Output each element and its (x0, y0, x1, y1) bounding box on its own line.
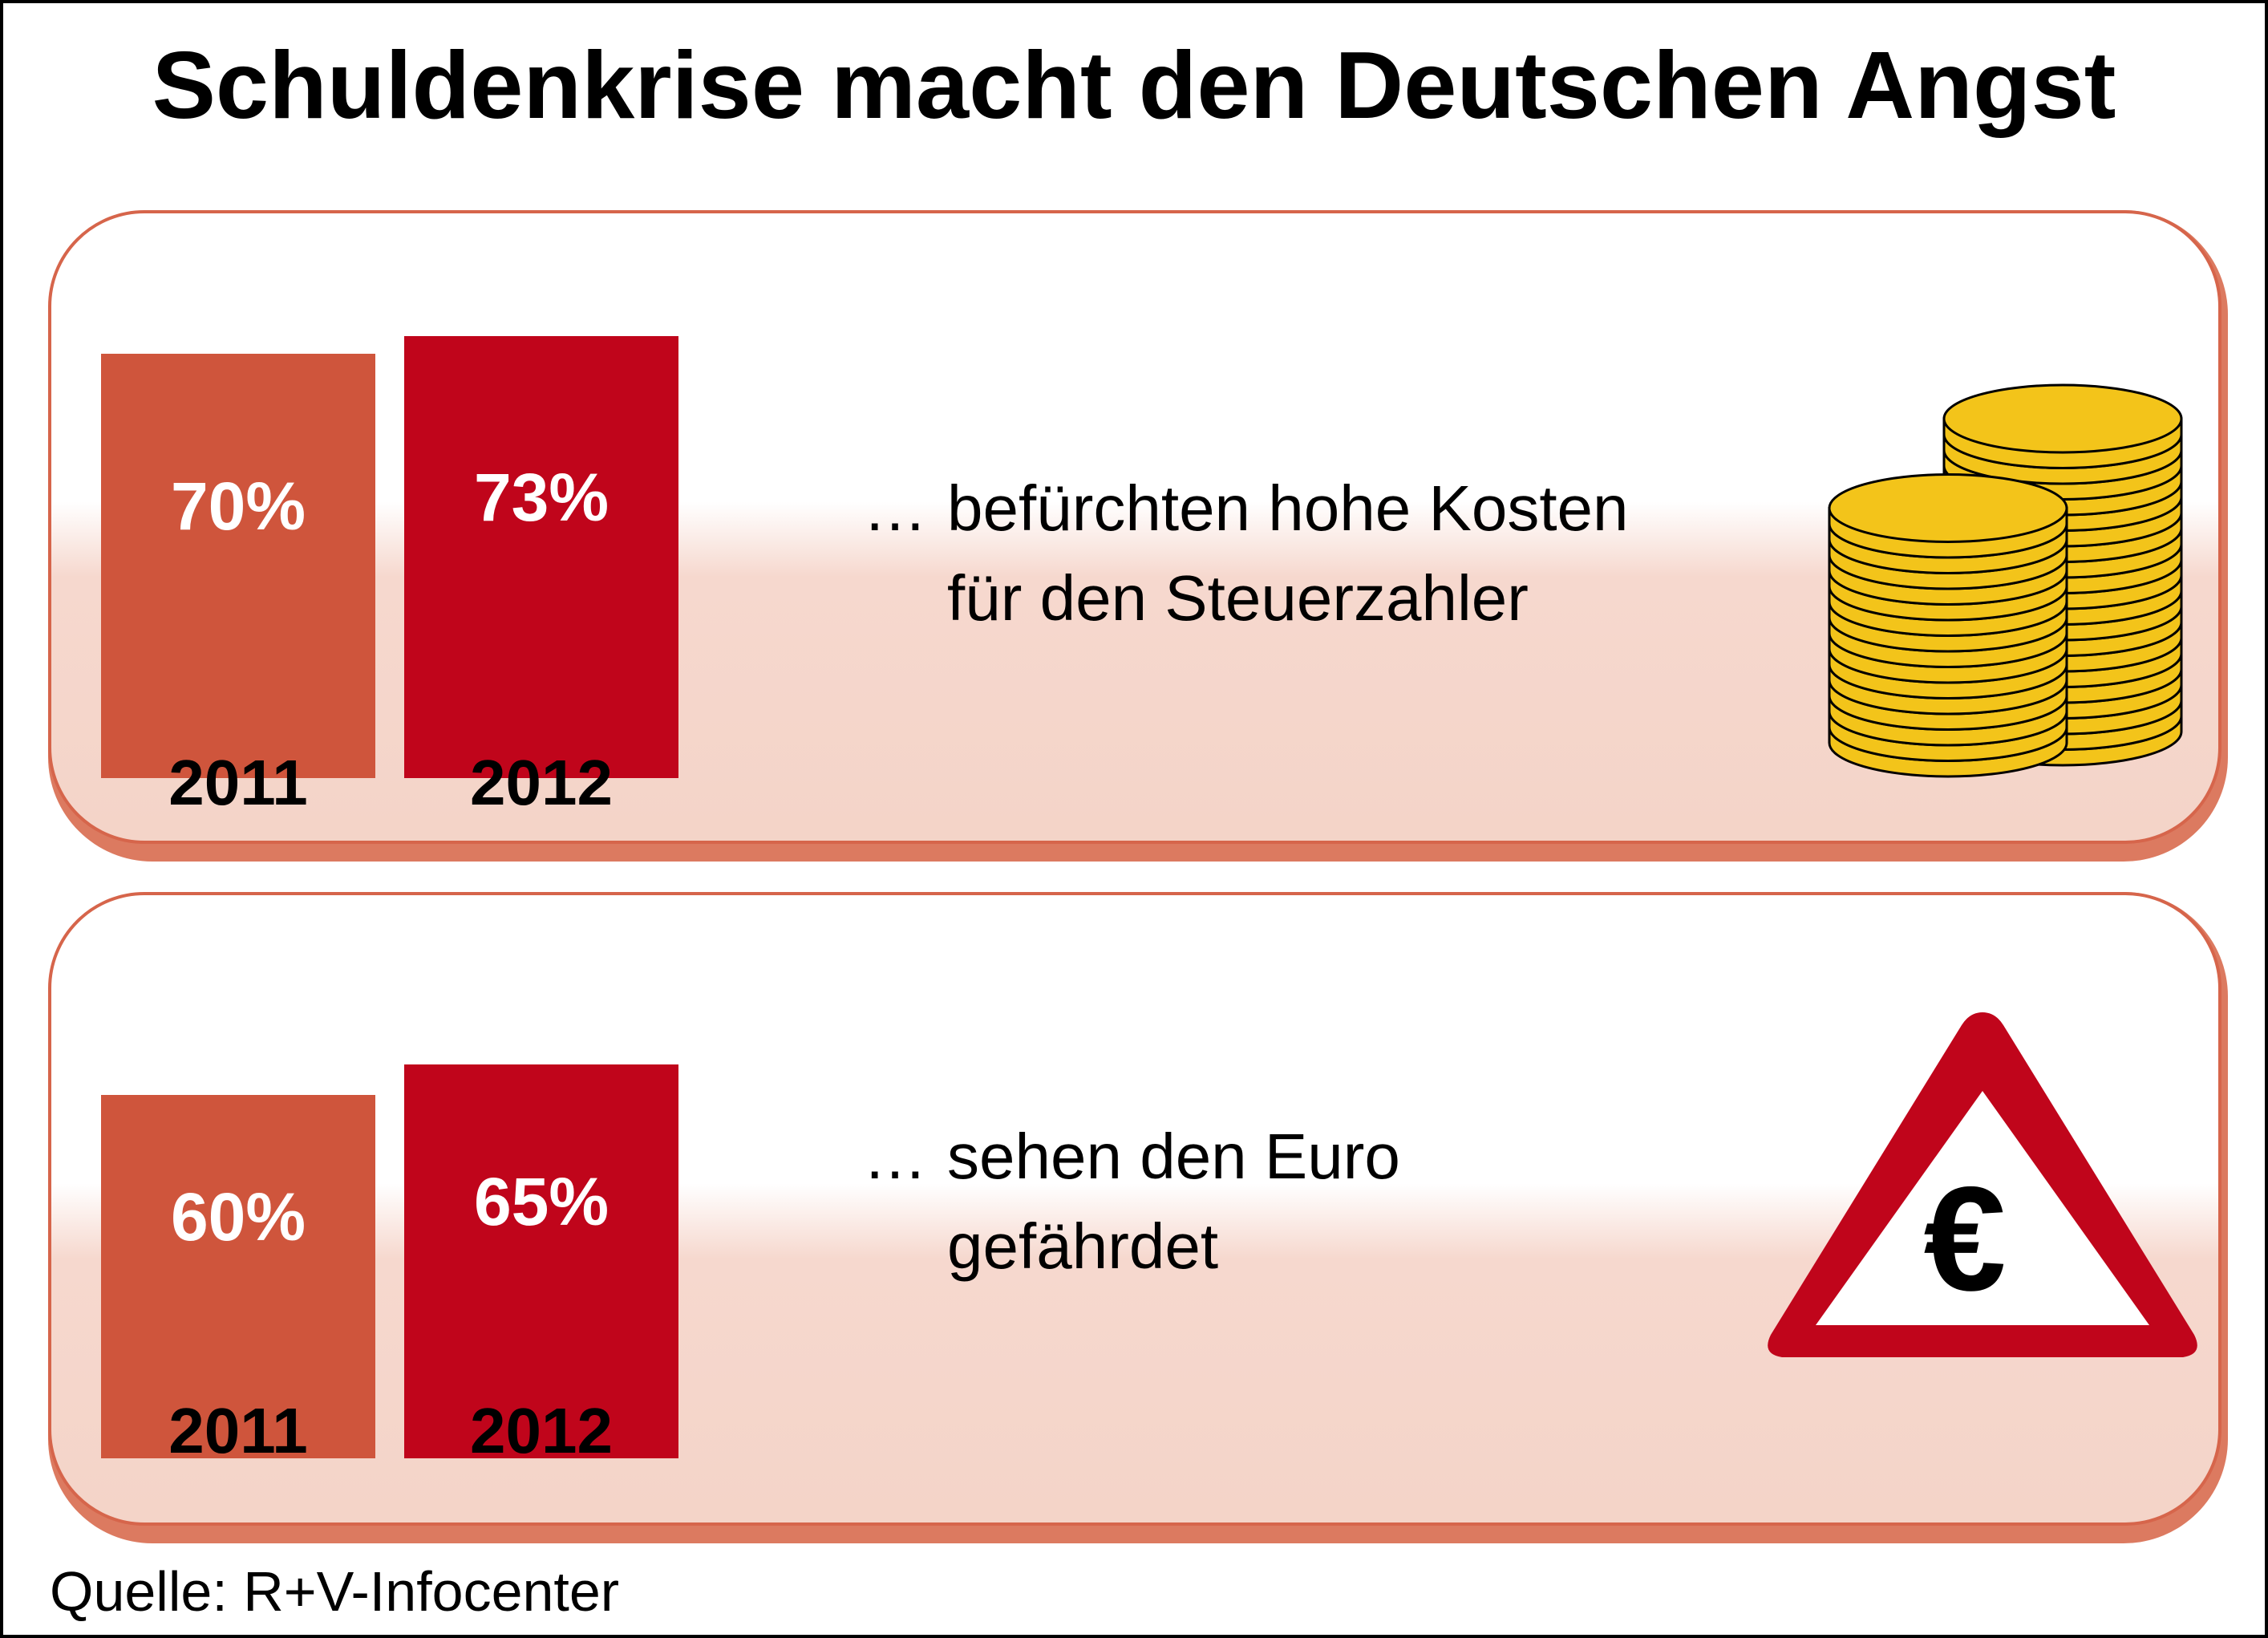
bar-2012: 65% (404, 1064, 678, 1458)
bar-value-label: 60% (170, 1178, 306, 1255)
description-line-2: für den Steuerzahler (947, 562, 1529, 634)
coin-stack-icon (1828, 383, 2183, 778)
x-tick-label-2012: 2012 (470, 747, 613, 818)
coin (1942, 383, 2183, 469)
page-title: Schuldenkrise macht den Deutschen Angst (152, 32, 2116, 139)
ellipsis: … (863, 472, 927, 544)
bar-value-label: 65% (473, 1163, 610, 1239)
x-tick-label-2011: 2011 (168, 747, 308, 818)
euro-warning-triangle-icon: € (1768, 1012, 2197, 1357)
description-line-1: sehen den Euro (947, 1121, 1400, 1192)
coin (1828, 473, 2068, 559)
description-line-1: befürchten hohe Kosten (947, 472, 1629, 544)
bar-2011: 60% (101, 1095, 375, 1458)
panel-description: … sehen den Euro gefährdet (863, 1112, 1400, 1291)
panel-euro-at-risk: 60% 65% 2011 2012 … sehen den Euro gefähr… (48, 892, 2221, 1526)
bar-2011: 70% (101, 354, 375, 778)
description-line-2: gefährdet (947, 1210, 1219, 1282)
warning-triangle-inner (1816, 1091, 2149, 1325)
ellipsis: … (863, 1121, 927, 1192)
panel-description: … befürchten hohe Kosten für den Steuerza… (863, 464, 1629, 643)
source-note: Quelle: R+V-Infocenter (50, 1560, 620, 1623)
x-tick-label-2012: 2012 (470, 1395, 613, 1466)
x-tick-label-2011: 2011 (168, 1395, 308, 1466)
euro-symbol: € (1924, 1157, 2007, 1322)
coin-stack-front (1828, 473, 2068, 778)
panel-taxpayer-costs: 70% 73% 2011 2012 … befürchten hohe Koste… (48, 210, 2221, 844)
bar-value-label: 70% (170, 468, 306, 544)
bar-2012: 73% (404, 336, 678, 778)
bar-value-label: 73% (473, 459, 610, 535)
